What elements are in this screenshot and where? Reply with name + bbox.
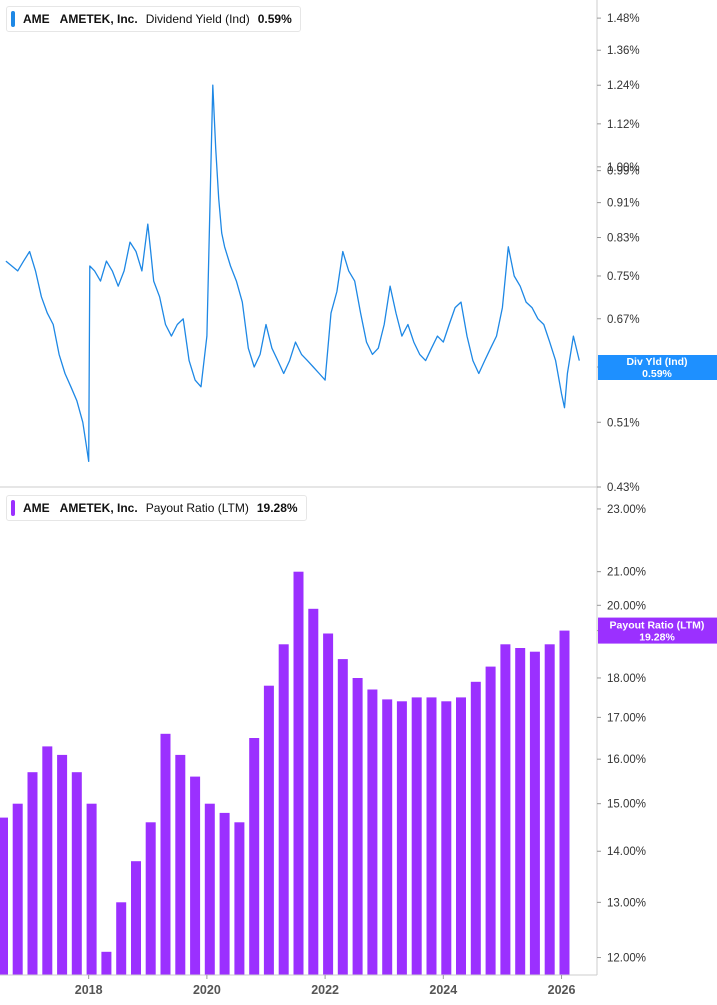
payout-bar xyxy=(131,861,141,975)
yield-y-tick-label: 1.36% xyxy=(607,45,640,57)
yield-y-tick-label: 1.12% xyxy=(607,119,640,131)
payout-ratio-panel xyxy=(0,571,570,975)
flag-label: Div Yld (Ind) xyxy=(626,356,687,368)
x-tick-label: 2018 xyxy=(75,983,103,997)
payout-bar xyxy=(529,651,540,975)
yield-y-tick-label: 0.67% xyxy=(607,314,640,326)
payout-bar xyxy=(426,697,437,975)
yield-y-tick-label: 0.75% xyxy=(607,271,640,283)
flag-background xyxy=(598,354,717,380)
x-tick-label: 2022 xyxy=(311,983,339,997)
payout-y-tick-label: 15.00% xyxy=(607,799,646,811)
payout-bar xyxy=(500,644,511,975)
payout-bar xyxy=(263,685,274,975)
flag-value: 19.28% xyxy=(639,632,675,644)
payout-bar xyxy=(204,803,215,975)
payout-y-tick-label: 13.00% xyxy=(607,897,646,909)
payout-bar xyxy=(249,738,260,975)
payout-bar xyxy=(145,822,156,975)
payout-bar xyxy=(86,803,97,975)
payout-bar xyxy=(219,812,230,975)
legend-metric: Payout Ratio (LTM) xyxy=(145,501,249,515)
legend-ticker: AME xyxy=(23,12,50,26)
payout-bar xyxy=(411,697,422,975)
payout-bar xyxy=(559,630,570,975)
x-tick-label: 2024 xyxy=(429,983,457,997)
payout-bar xyxy=(160,733,171,975)
yield-y-tick-label: 0.43% xyxy=(607,482,640,494)
payout-bar xyxy=(101,951,112,975)
payout-bar xyxy=(42,746,53,975)
payout-bar xyxy=(367,689,378,975)
payout-bar xyxy=(515,648,526,975)
payout-bar xyxy=(12,803,23,975)
legend-company: AMETEK, Inc. xyxy=(59,501,138,515)
legend-value: 0.59% xyxy=(257,12,292,26)
yield-y-tick-label: 0.51% xyxy=(607,417,640,429)
flag-background xyxy=(598,617,717,644)
flag-value: 0.59% xyxy=(642,368,672,380)
payout-bar xyxy=(323,633,334,975)
yield-y-tick-label: 1.48% xyxy=(607,13,640,25)
payout-bar xyxy=(116,902,127,975)
x-tick-label: 2026 xyxy=(548,983,576,997)
payout-bar xyxy=(352,678,363,975)
payout-bar xyxy=(190,776,201,975)
payout-bar xyxy=(456,697,466,975)
payout-bar xyxy=(470,681,481,975)
payout-bar xyxy=(175,754,186,975)
payout-bar xyxy=(396,701,407,975)
yield-y-tick-label: 0.99% xyxy=(607,166,640,178)
payout-y-tick-label: 20.00% xyxy=(607,600,646,612)
payout-bar xyxy=(544,644,555,975)
yield-y-tick-label: 1.00% xyxy=(607,162,640,174)
yield-y-tick-label: 0.83% xyxy=(607,233,640,245)
payout-y-tick-label: 16.00% xyxy=(607,754,646,766)
yield-y-tick-label: 0.91% xyxy=(607,198,640,210)
yield-y-tick-label: 1.24% xyxy=(607,80,640,92)
payout-y-tick-label: 21.00% xyxy=(607,567,646,579)
payout-bar xyxy=(234,822,245,975)
payout-y-tick-label: 23.00% xyxy=(607,504,646,516)
payout-y-tick-label: 17.00% xyxy=(607,712,646,724)
yield-series-swatch xyxy=(11,11,15,27)
payout-bar xyxy=(337,659,348,975)
payout-bar xyxy=(485,666,496,975)
legend-company: AMETEK, Inc. xyxy=(59,12,138,26)
legend-ticker: AME xyxy=(23,501,50,515)
payout-y-tick-label: 14.00% xyxy=(607,846,646,858)
dividend-yield-line xyxy=(5,84,580,463)
payout-bar xyxy=(293,571,304,975)
payout-y-tick-label: 18.00% xyxy=(607,673,646,685)
payout-bar xyxy=(382,699,393,975)
payout-bar xyxy=(27,772,38,975)
flag-label: Payout Ratio (LTM) xyxy=(610,620,705,632)
payout-y-tick-label: 12.00% xyxy=(607,953,646,965)
legend-metric: Dividend Yield (Ind) xyxy=(145,12,250,26)
payout-bar xyxy=(278,644,289,975)
dividend-yield-panel xyxy=(5,84,580,463)
x-tick-label: 2020 xyxy=(193,983,221,997)
payout-bar xyxy=(0,817,8,975)
payout-bar xyxy=(441,701,452,975)
legend-value: 19.28% xyxy=(256,501,298,515)
dividend-yield-legend: AME AMETEK, Inc. Dividend Yield (Ind) 0.… xyxy=(6,6,301,32)
payout-bar xyxy=(57,754,68,975)
payout-bar xyxy=(308,608,319,975)
payout-ratio-flag: Payout Ratio (LTM)19.28% xyxy=(598,617,717,644)
payout-bar xyxy=(71,772,82,975)
payout-series-swatch xyxy=(11,500,15,516)
dividend-yield-flag: Div Yld (Ind)0.59% xyxy=(598,354,717,380)
payout-ratio-legend: AME AMETEK, Inc. Payout Ratio (LTM) 19.2… xyxy=(6,495,307,521)
